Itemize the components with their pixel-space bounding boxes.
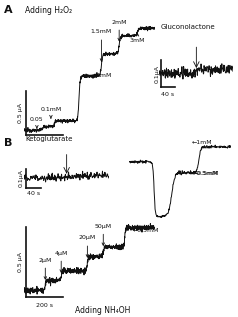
Text: Gluconolactone: Gluconolactone [161,24,216,30]
Text: 3mM: 3mM [130,34,145,43]
Text: 50µM: 50µM [95,224,112,245]
Text: 20µM: 20µM [79,236,96,257]
Text: Adding NH₄OH: Adding NH₄OH [75,306,130,314]
Text: A: A [4,5,12,15]
Text: ←1mM: ←1mM [192,139,213,145]
Text: 1mM: 1mM [85,73,112,78]
Text: 0.05: 0.05 [30,117,44,128]
Text: 2µM: 2µM [39,257,52,279]
Text: 40 s: 40 s [27,191,40,196]
Text: Adding H₂O₂: Adding H₂O₂ [25,6,72,15]
Text: 200 s: 200 s [36,303,53,308]
Text: Ketoglutarate: Ketoglutarate [25,136,73,142]
Text: 0.1µA: 0.1µA [155,65,160,83]
Text: B: B [4,138,12,148]
Text: ←0.5mM: ←0.5mM [192,171,218,176]
Text: 0.5 µA: 0.5 µA [18,103,23,123]
Text: 1.5mM: 1.5mM [91,29,112,61]
Text: 40 s: 40 s [161,92,174,96]
Text: 0.5 µA: 0.5 µA [18,252,23,272]
Text: 2mM: 2mM [111,20,127,41]
Text: 4µM: 4µM [55,251,68,272]
Text: 0.1µA: 0.1µA [19,169,24,187]
Text: 200 s: 200 s [36,144,53,149]
Text: ←0.5mM: ←0.5mM [193,171,219,176]
Text: ←0.5mM: ←0.5mM [132,228,159,233]
Text: 0.1mM: 0.1mM [40,107,62,118]
